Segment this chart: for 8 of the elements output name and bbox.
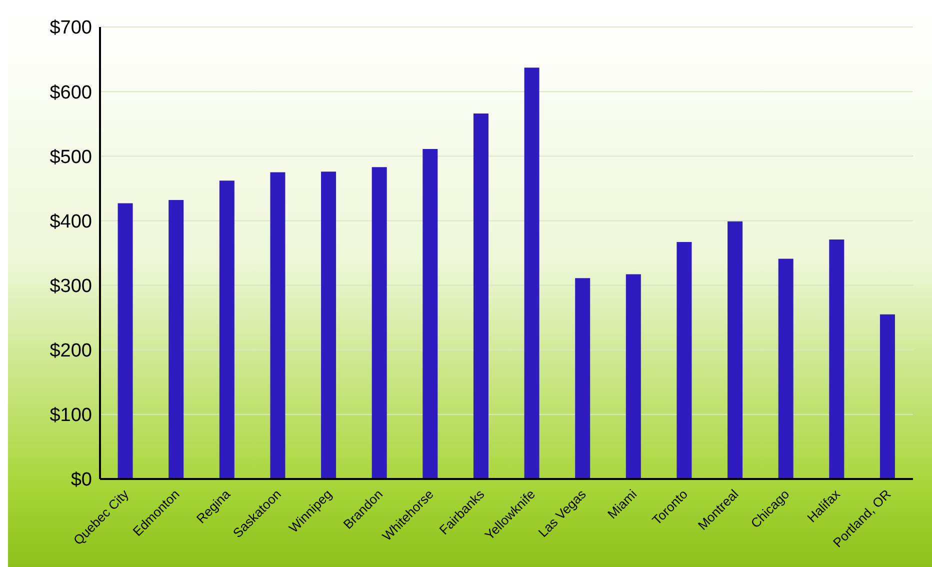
y-tick-label: $400 [50,211,92,232]
y-tick-label: $300 [50,276,92,298]
y-tick-label: $600 [50,82,92,104]
y-tick-label: $700 [50,18,92,39]
y-tick-label: $0 [70,470,92,491]
y-tick-label: $200 [50,340,92,362]
y-tick-label: $100 [50,405,92,426]
y-tick-label: $500 [50,146,92,168]
